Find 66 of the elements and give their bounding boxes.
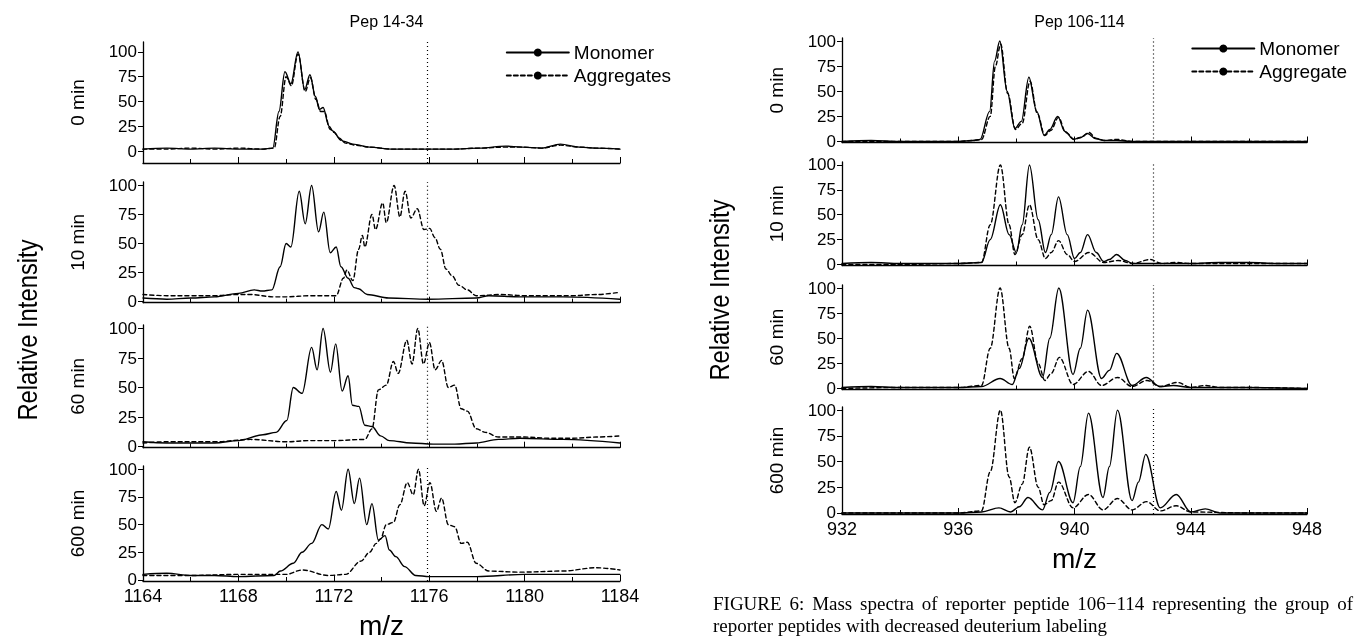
x-tick-label: 1176 [409,586,449,606]
legend-label: Monomer [1259,38,1341,59]
x-axis-title: m/z [1051,542,1098,574]
y-tick-label: 25 [118,116,137,136]
y-tick-label: 25 [118,542,137,562]
chart-title: Pep 106-114 [1034,12,1125,30]
y-tick-label: 100 [108,175,137,195]
x-tick-label: 948 [1291,519,1323,539]
y-axis-title: 0 min [766,67,787,114]
legend-label: Monomer [573,42,655,63]
y-tick-label: 50 [817,81,836,101]
y-tick-label: 100 [807,278,836,298]
y-tick-label: 25 [817,230,836,250]
y-tick-label: 25 [817,106,836,126]
x-tick-label: 944 [1175,519,1206,539]
legend-label: Aggregates [573,65,672,86]
x-tick-label: 936 [943,519,974,539]
y-tick-label: 75 [817,426,836,446]
y-axis-title: 60 min [67,357,88,415]
y-tick-label: 50 [118,92,137,112]
y-tick-label: 0 [127,292,137,311]
x-tick-label: 940 [1059,519,1090,539]
y-tick-label: 50 [817,452,836,472]
y-tick-label: 50 [118,378,137,398]
y-tick-label: 75 [118,67,137,87]
y-tick-label: 25 [118,263,137,282]
text: Relative Intensity [12,239,44,421]
y-axis-title: 10 min [766,185,787,243]
y-tick-label: 75 [817,303,836,323]
y-tick-label: 25 [817,353,836,373]
y-tick-label: 0 [127,437,137,456]
y-tick-label: 100 [807,400,836,420]
y-tick-label: 0 [127,141,137,161]
text: Relative Intensity [704,199,736,381]
y-tick-label: 0 [826,255,836,274]
y-axis-title: 60 min [766,308,787,366]
y-axis-title: 10 min [67,213,88,271]
y-axis-title: 0 min [67,79,88,126]
y-tick-label: 25 [118,407,137,427]
y-tick-label: 100 [807,31,836,51]
y-tick-label: 100 [108,42,137,62]
caption: FIGURE 6: Mass spectra of reporter peptide 106−114 representing the group of reporter peptides with decreased deuterium labeling [713,593,1353,637]
y-tick-label: 25 [817,477,836,497]
y-tick-label: 75 [817,180,836,200]
y-axis-title: 600 min [766,426,787,495]
y-tick-label: 100 [807,155,836,175]
x-tick-label: 1180 [505,586,544,606]
x-tick-label: 1168 [219,586,258,606]
y-axis-title: 600 min [67,489,88,558]
chart-title: Pep 14-34 [349,12,424,30]
y-tick-label: 75 [118,204,137,224]
legend-label: Aggregate [1259,61,1348,82]
y-tick-label: 100 [108,319,137,339]
y-tick-label: 50 [118,515,137,535]
y-tick-label: 50 [817,328,836,348]
y-tick-label: 50 [817,205,836,225]
y-tick-label: 0 [826,132,836,151]
y-tick-label: 50 [118,233,137,253]
x-tick-label: 1172 [314,586,354,606]
y-tick-label: 75 [817,56,836,76]
x-tick-label: 1184 [600,586,640,606]
y-tick-label: 0 [826,379,836,398]
y-tick-label: 100 [108,459,137,479]
y-tick-label: 75 [118,348,137,368]
x-axis-title: m/z [358,609,405,641]
y-tick-label: 75 [118,487,137,507]
